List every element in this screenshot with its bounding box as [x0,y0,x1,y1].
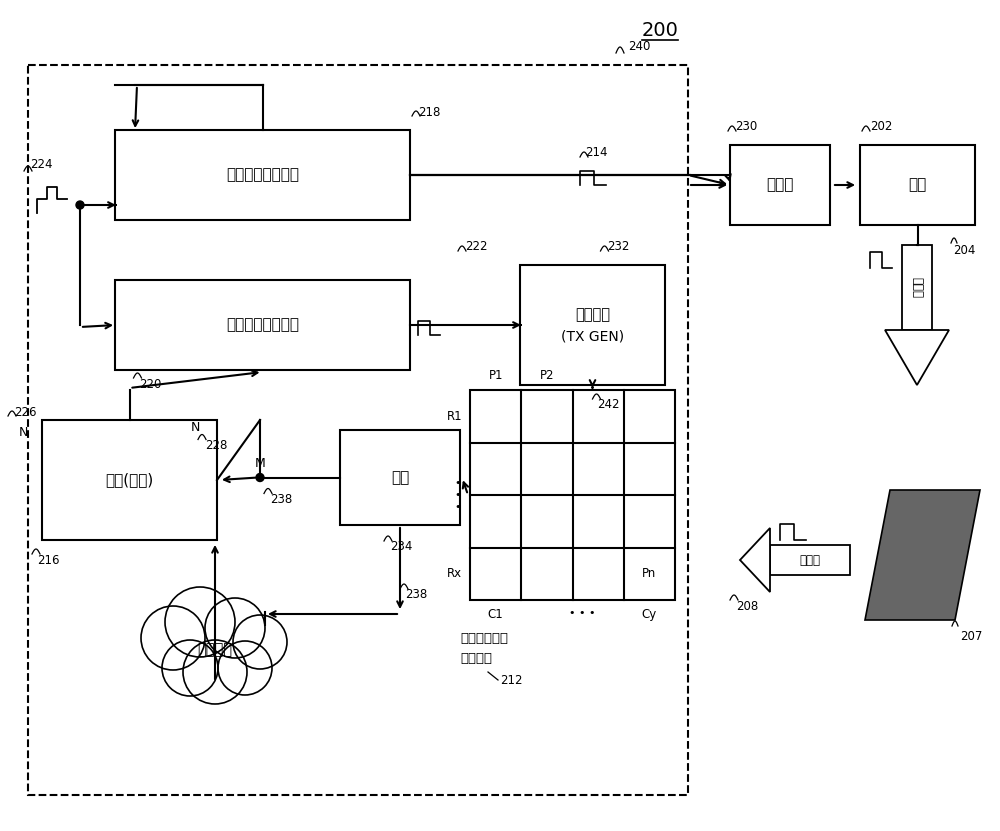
Text: 功能逻辑: 功能逻辑 [198,642,232,657]
Text: 可编程像素延迟线: 可编程像素延迟线 [226,317,299,332]
Bar [28,65,688,795]
Text: C1: C1 [488,608,504,621]
Text: 214: 214 [585,146,608,160]
Text: 驱动器: 驱动器 [766,178,794,193]
Text: 224: 224 [30,159,52,171]
Bar [115,280,410,370]
Text: P2: P2 [540,369,554,382]
Text: 234: 234 [390,540,412,553]
Text: 218: 218 [418,106,440,119]
Bar [115,130,410,220]
Text: 单元阵列: 单元阵列 [460,652,492,665]
Text: 207: 207 [960,630,982,643]
Circle shape [165,587,235,657]
Text: 228: 228 [205,439,227,452]
Text: Rx: Rx [447,568,462,580]
Text: 像素控制: 像素控制 [575,307,610,322]
Bar [730,145,830,225]
Circle shape [183,640,247,704]
Circle shape [162,640,218,696]
Bar [520,265,665,385]
Text: 222: 222 [465,240,488,253]
Circle shape [205,598,265,658]
Text: 读出: 读出 [391,470,409,485]
Bar [340,430,460,525]
Text: 可编程光源延迟线: 可编程光源延迟线 [226,168,299,183]
Polygon shape [885,330,949,385]
Circle shape [233,615,287,669]
Text: N: N [190,421,200,434]
Bar [770,545,850,575]
Circle shape [141,606,205,670]
Text: Pn: Pn [642,568,656,580]
Text: 光源: 光源 [908,178,927,193]
Text: 200: 200 [642,21,678,40]
Text: P1: P1 [488,369,503,382]
Text: 242: 242 [598,399,620,411]
Text: 204: 204 [953,243,975,257]
Text: M: M [255,457,265,470]
Text: • • •: • • • [569,608,596,618]
Bar [860,145,975,225]
Text: 光脉冲: 光脉冲 [910,277,924,298]
Text: 控制(校准): 控制(校准) [105,473,154,488]
Polygon shape [740,528,770,592]
Text: 202: 202 [870,120,892,134]
Text: Cy: Cy [642,608,657,621]
Polygon shape [865,490,980,620]
Text: 飞行时间像素: 飞行时间像素 [460,632,508,645]
Text: 232: 232 [608,240,630,253]
Text: 220: 220 [140,377,162,391]
Text: 230: 230 [735,120,757,134]
Text: •
•
•: • • • [455,479,461,512]
Text: 216: 216 [37,553,60,567]
Text: (TX GEN): (TX GEN) [561,330,624,344]
Text: N: N [19,425,28,439]
Text: 240: 240 [628,41,650,53]
Bar [42,420,217,540]
Text: R1: R1 [446,410,462,423]
Circle shape [76,201,84,209]
Bar [470,390,675,600]
Text: 226: 226 [14,406,36,419]
Bar [902,245,932,330]
Circle shape [218,641,272,695]
Text: 208: 208 [736,599,758,612]
Text: 光脉冲: 光脉冲 [800,553,820,567]
Text: 238: 238 [270,493,292,506]
Text: 238: 238 [405,588,427,602]
Text: 212: 212 [500,673,522,686]
Circle shape [256,474,264,481]
